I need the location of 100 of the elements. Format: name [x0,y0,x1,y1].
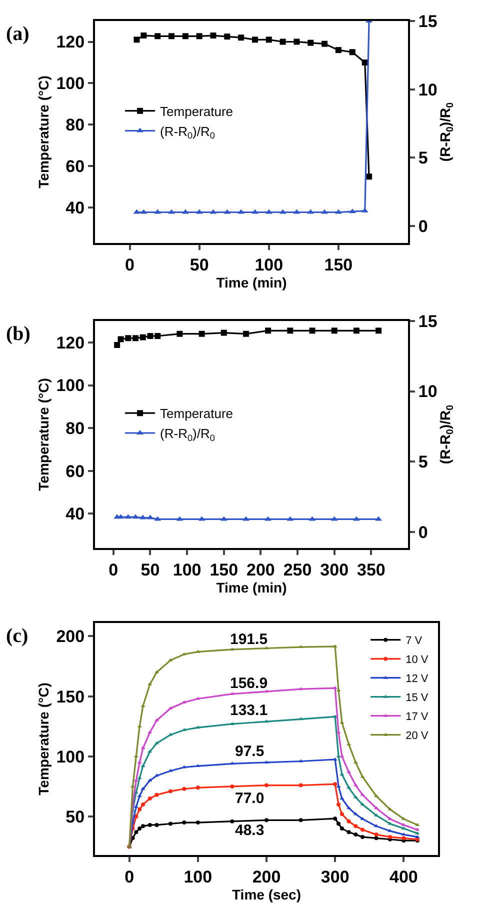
point [266,36,272,43]
x-tick-label: 50 [140,560,160,580]
point [333,782,338,786]
point [230,819,234,824]
y2-tick-label: 15 [418,12,438,31]
point [168,209,175,214]
point [140,786,146,790]
x-tick-label: 200 [246,560,275,580]
point [182,820,186,825]
point [294,38,300,45]
point [252,36,258,43]
x-tick-label: 250 [283,560,312,580]
point [335,47,342,54]
point [366,174,372,180]
point [114,342,120,348]
point [140,746,146,750]
legend-label: 7 V [406,635,423,648]
legend-label: Temperature [160,406,234,422]
y-tick-label: 200 [56,627,85,646]
point [230,784,234,788]
point [388,807,392,810]
point [360,834,365,839]
point [137,760,142,764]
point [154,792,159,797]
point [198,330,205,337]
x-tick-label: 150 [324,255,353,274]
point [238,34,244,41]
y2-tick-label: 0 [418,522,428,542]
point [140,334,146,340]
x-axis-title: Time (min) [216,579,287,596]
point [154,822,159,827]
point [264,818,268,822]
point [354,824,358,828]
point [340,812,344,816]
point [147,332,154,339]
point [322,40,328,47]
point [137,724,142,728]
point [332,757,338,760]
point [415,831,420,834]
point [196,786,200,790]
point [148,778,152,782]
point [148,822,152,827]
point [415,822,420,826]
point [336,822,341,826]
point [182,33,188,40]
point [148,682,152,686]
y-tick-label: 80 [66,116,85,135]
point [402,836,406,840]
point [242,330,249,337]
point [360,802,365,806]
point [168,768,173,772]
annotation: 77.0 [235,790,264,807]
y-tick-label: 150 [56,687,85,706]
point [141,802,146,807]
y-axis-title: Temperature (°C) [35,76,52,188]
point [353,783,358,786]
point [182,786,186,791]
point [220,330,227,336]
point [353,328,360,334]
legend-label: 10 V [406,654,429,666]
legend-label: 15 V [406,692,429,704]
x-tick-label: 100 [184,867,212,886]
point [298,783,303,788]
point [141,824,146,828]
y2-tick-label: 10 [418,382,438,402]
x-tick-label: 150 [210,560,238,580]
point [340,772,344,776]
point [309,328,316,334]
point [196,33,202,40]
x-tick-label: 0 [124,867,134,886]
y-tick-label: 60 [66,157,85,176]
point [353,795,358,798]
x-tick-label: 100 [172,560,202,580]
x-tick-label: 0 [108,560,118,580]
point [336,802,341,807]
y-tick-label: 50 [66,807,85,826]
y-tick-label: 120 [56,333,85,352]
point [118,336,124,342]
point [287,328,294,334]
point [148,796,152,800]
point [321,209,328,214]
annotation: 97.5 [235,743,264,760]
point [360,828,365,832]
point [168,822,172,826]
point [264,720,269,723]
point [168,789,172,794]
point [138,807,142,812]
point [298,818,303,822]
point [196,650,200,653]
point [168,706,173,710]
y-tick-label: 40 [66,198,85,218]
point [196,820,200,825]
point [346,742,352,746]
point [332,644,338,648]
point [154,332,161,339]
point [132,335,139,342]
annotation: 48.3 [235,822,264,839]
point [168,732,173,736]
point [264,760,269,764]
y2-tick-label: 10 [418,80,438,100]
